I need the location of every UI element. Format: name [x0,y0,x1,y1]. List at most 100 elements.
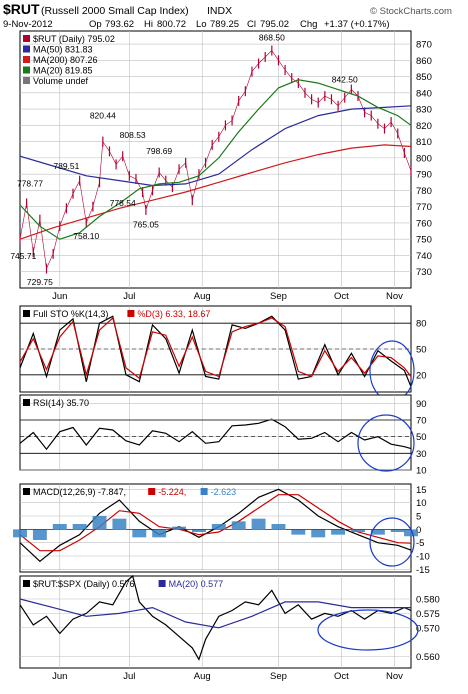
price-xtick-label: Aug [194,291,211,302]
ratio-ytick-label: 0.575 [416,609,440,620]
price-ytick-label: 860 [416,56,432,67]
macd-histogram-bar [331,529,346,535]
macd-histogram-bar [13,529,27,538]
legend-swatch [23,310,30,317]
price-xtick-label: Oct [334,291,349,302]
stochastic-panel: 20 50 80 Full STO %K(14,3) %D(3) 6.33, 18.67 [19,305,427,402]
rsi-highlight-circle [357,414,415,472]
legend-swatch [23,56,30,63]
price-annotation: 778.54 [110,198,136,208]
legend-text: Full STO %K(14,3) [33,309,108,319]
rsi-ytick-label: 90 [416,399,427,410]
ratio-highlight-circle [317,609,419,651]
legend-text: MACD(12,26,9) -7.847, [33,487,126,497]
legend-text: MA(200) 807.26 [33,55,98,65]
macd-histogram-bar [191,529,206,532]
ratio-series-ratio [19,574,412,661]
stochastic-ytick-label: 20 [416,370,427,381]
legend-text: MA(50) 831.83 [33,45,93,55]
quote-open-value: 793.62 [105,19,134,30]
quote-close-label: Cl [247,19,256,30]
macd-histogram-bar [251,518,266,530]
legend-swatch [23,399,30,406]
legend-text: $RUT (Daily) 795.02 [33,34,115,44]
header-symbol: $RUT [3,1,40,17]
price-ytick-label: 830 [416,105,432,116]
price-xtick-label: Jul [123,291,135,302]
price-annotation: 758.10 [73,231,99,241]
macd-histogram-bar [92,516,107,530]
macd-histogram-bar [72,524,87,530]
price-series-price [19,50,412,270]
price-ytick-label: 840 [416,88,432,99]
price-annotation: 765.05 [133,220,159,230]
macd-highlight-circle [369,517,415,567]
legend-text: -5.224, [158,487,186,497]
price-annotation: 729.75 [27,277,53,287]
macd-ytick-label: 0 [416,525,421,536]
price-ytick-label: 750 [416,235,432,246]
legend-swatch [23,580,30,587]
legend-swatch [148,488,156,495]
rsi-ytick-label: 10 [416,466,427,477]
price-ytick-label: 820 [416,121,432,132]
macd-histogram-bar [351,529,365,532]
rsi-overbought-fill [267,419,276,420]
legend-text: RSI(14) 35.70 [33,398,89,408]
quote-low-label: Lo [196,19,207,30]
price-ytick-label: 870 [416,40,432,51]
ratio-xtick-label: Jul [123,671,135,682]
macd-ytick-label: 15 [416,485,427,496]
price-frame [19,30,412,289]
macd-histogram-bar [52,524,67,530]
ratio-xtick-label: Oct [334,671,349,682]
header-date: 9-Nov-2012 [3,19,53,30]
quote-low-value: 789.25 [210,19,239,30]
macd-histogram-bar [152,529,167,538]
header-name: (Russell 2000 Small Cap Index) [41,5,189,17]
macd-histogram-bar [370,529,385,535]
legend-text: Volume undef [33,76,89,86]
legend-text: -2.623 [211,487,237,497]
legend-text: %D(3) 6.33, 18.67 [137,309,210,319]
rsi-ytick-label: 50 [416,432,427,443]
quote-change-value: +1.37 (+0.17%) [324,19,390,30]
ratio-ytick-label: 0.580 [416,595,440,606]
legend-swatch [23,45,30,53]
price-annotation: 745.71 [10,251,36,261]
macd-ytick-label: -10 [416,552,430,563]
quote-high-value: 800.72 [157,19,186,30]
quote-high-label: Hi [144,19,153,30]
price-ytick-label: 760 [416,218,432,229]
macd-histogram-bar [390,529,405,532]
price-annotation: 808.53 [120,130,146,140]
macd-ytick-label: -5 [416,538,424,549]
macd-histogram-bar [172,526,187,530]
rsi-series-rsi [19,418,412,451]
macd-histogram-bar [291,529,306,535]
price-ytick-label: 800 [416,153,432,164]
price-ytick-label: 740 [416,251,432,262]
macd-histogram-bar [271,524,286,530]
price-annotation: 789.51 [53,161,79,171]
ratio-series-ma20 [19,598,411,629]
legend-swatch [158,580,166,587]
macd-histogram-bar [311,529,326,538]
ratio-xtick-label: Sep [270,671,287,682]
legend-swatch [200,488,208,495]
price-ytick-label: 790 [416,170,432,181]
rsi-ytick-label: 70 [416,416,427,427]
price-ytick-label: 850 [416,72,432,83]
legend-swatch [23,77,30,84]
price-panel: 730 740 750 760 770 780 790 800 810 820 830 840 850 8… [10,30,432,302]
legend-swatch [127,310,135,317]
price-annotation: 820.44 [90,111,116,121]
price-ytick-label: 770 [416,202,432,213]
legend-swatch [23,488,30,495]
ratio-xtick-label: Jun [52,671,67,682]
macd-histogram-bar [211,524,226,530]
price-ytick-label: 780 [416,186,432,197]
header-exchange: INDX [207,5,232,17]
ratio-xtick-label: Nov [386,671,403,682]
